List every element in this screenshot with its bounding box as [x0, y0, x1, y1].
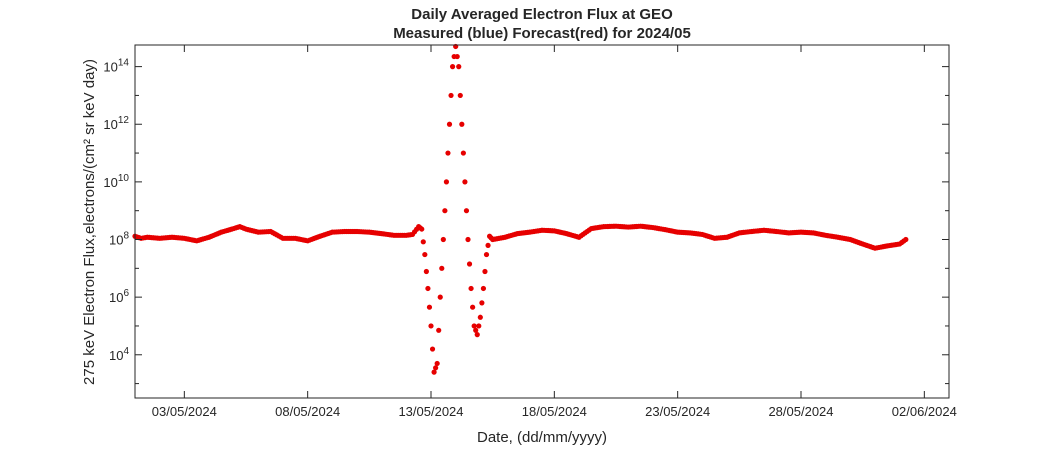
- data-point: [473, 327, 479, 333]
- data-point: [420, 239, 426, 245]
- x-tick-label: 02/06/2024: [892, 404, 957, 419]
- x-tick-label: 23/05/2024: [645, 404, 710, 419]
- data-point: [485, 242, 491, 248]
- chart-subtitle: Measured (blue) Forecast(red) for 2024/0…: [393, 25, 691, 42]
- y-tick-label: 108: [109, 231, 129, 248]
- data-point: [468, 285, 474, 292]
- data-point: [466, 261, 473, 267]
- data-point: [440, 236, 446, 243]
- data-point: [465, 236, 471, 243]
- data-point: [474, 332, 480, 338]
- y-tick-label: 104: [109, 346, 129, 363]
- y-tick-label: 1010: [103, 173, 129, 190]
- data-point: [422, 251, 428, 258]
- data-point: [480, 285, 487, 292]
- data-point: [425, 285, 431, 292]
- data-point: [443, 179, 450, 185]
- x-axis-label: Date, (dd/mm/yyyy): [477, 429, 607, 446]
- chart-title: Daily Averaged Electron Flux at GEO: [411, 6, 673, 23]
- data-point: [439, 265, 445, 271]
- data-point: [483, 251, 490, 258]
- data-point: [470, 304, 476, 310]
- data-point: [428, 323, 434, 329]
- data-point: [426, 304, 433, 310]
- x-tick-label: 08/05/2024: [275, 404, 340, 419]
- data-point: [462, 179, 468, 185]
- x-tick-label: 03/05/2024: [152, 404, 217, 419]
- data-point: [463, 208, 470, 214]
- marks-layer: [132, 43, 909, 375]
- y-tick-label: 1012: [103, 115, 129, 132]
- y-tick-label: 1014: [103, 58, 129, 75]
- data-point: [477, 314, 483, 320]
- data-point: [433, 365, 439, 371]
- data-point: [454, 53, 460, 60]
- x-tick-label: 18/05/2024: [522, 404, 587, 419]
- plot-area-frame: [134, 44, 950, 399]
- data-point: [434, 360, 440, 367]
- data-point: [476, 323, 482, 329]
- data-point: [436, 327, 442, 333]
- data-point: [448, 92, 454, 99]
- axes-layer: 03/05/2024 08/05/2024 13/05/2024 18/05/2024…: [103, 45, 957, 419]
- x-tick-label: 28/05/2024: [768, 404, 833, 419]
- data-point: [429, 346, 436, 352]
- data-point: [423, 268, 429, 275]
- data-point: [457, 92, 463, 99]
- data-point: [445, 150, 451, 156]
- data-point: [479, 300, 485, 306]
- data-point: [442, 208, 448, 214]
- data-point: [459, 121, 465, 127]
- data-point: [456, 64, 462, 70]
- data-point: [471, 323, 477, 329]
- data-point: [419, 226, 425, 232]
- y-tick-label: 106: [109, 288, 129, 305]
- y-axis-label: 275 keV Electron Flux,electrons/(cm² sr …: [81, 59, 98, 385]
- data-point: [446, 121, 453, 127]
- data-point: [437, 294, 443, 300]
- data-point: [449, 64, 456, 70]
- data-point: [903, 236, 909, 243]
- data-point: [460, 150, 466, 156]
- data-point: [431, 369, 437, 375]
- x-tick-label: 13/05/2024: [398, 404, 463, 419]
- data-point: [482, 268, 488, 275]
